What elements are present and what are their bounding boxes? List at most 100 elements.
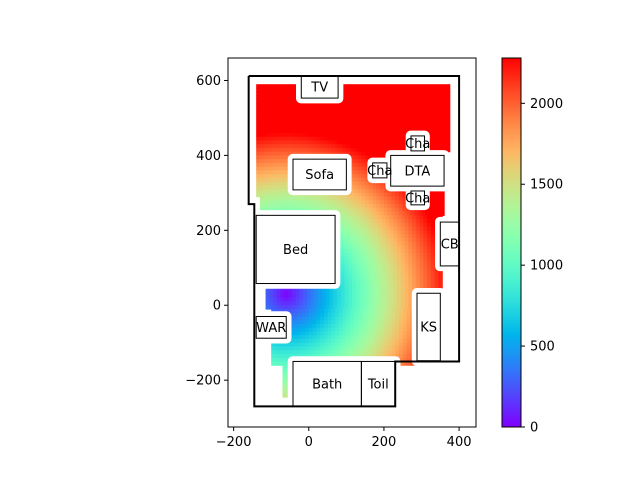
heat-cell	[340, 237, 346, 243]
heat-cell	[286, 91, 291, 97]
heat-cell	[382, 215, 387, 220]
furniture-tv-label: TV	[310, 81, 328, 96]
heat-cell	[284, 305, 289, 310]
heat-cell	[353, 102, 359, 108]
heat-cell	[385, 260, 391, 265]
heat-cell	[282, 87, 287, 93]
heat-cell	[359, 271, 364, 276]
heat-cell	[447, 87, 451, 93]
heat-cell	[367, 245, 372, 250]
heat-cell	[323, 140, 329, 145]
heat-cell	[297, 121, 302, 127]
heat-cell	[274, 144, 280, 149]
heat-cell	[378, 294, 383, 299]
heat-cell	[286, 132, 291, 138]
heat-cell	[353, 350, 359, 355]
heat-cell	[288, 294, 293, 299]
heat-cell	[363, 226, 368, 231]
heat-cell	[414, 117, 419, 123]
heat-cell	[338, 350, 344, 355]
heat-cell	[290, 84, 295, 89]
heat-cell	[382, 241, 387, 246]
heat-cell	[278, 125, 284, 130]
heat-cell	[271, 353, 276, 359]
heat-cell	[293, 312, 299, 318]
heat-cell	[397, 294, 402, 299]
heat-cell	[259, 162, 265, 168]
heat-cell	[368, 110, 374, 115]
heat-cell	[372, 102, 378, 108]
heat-cell	[327, 136, 332, 142]
heat-cell	[408, 282, 413, 288]
heat-cell	[286, 342, 291, 348]
heat-cell	[271, 196, 276, 201]
heat-cell	[385, 215, 391, 220]
heat-cell	[271, 346, 276, 351]
heat-cell	[303, 301, 308, 306]
heat-cell	[398, 110, 404, 115]
heat-cell	[346, 192, 351, 198]
heat-cell	[368, 144, 374, 149]
heat-cell	[352, 219, 357, 224]
heat-cell	[425, 114, 430, 119]
heat-cell	[263, 125, 269, 130]
heat-cell	[374, 290, 379, 295]
heat-cell	[263, 204, 269, 209]
heat-cell	[256, 177, 261, 183]
heat-cell	[357, 312, 362, 318]
heat-cell	[406, 320, 411, 325]
heat-cell	[370, 294, 376, 299]
heat-cell	[361, 335, 366, 340]
heat-cell	[282, 91, 287, 97]
heat-cell	[340, 222, 346, 228]
heat-cell	[350, 87, 355, 93]
heat-cell	[267, 129, 272, 134]
heat-cell	[318, 305, 323, 310]
heat-cell	[427, 222, 432, 228]
heat-cell	[406, 361, 411, 366]
heat-cell	[361, 91, 366, 97]
heat-cell	[357, 95, 362, 100]
heat-cell	[353, 117, 359, 123]
heat-cell	[372, 114, 378, 119]
heat-cell	[389, 256, 394, 261]
heat-cell	[342, 308, 347, 314]
heat-cell	[293, 316, 299, 321]
heat-cell	[267, 207, 272, 213]
colorbar-tick-label: 500	[530, 340, 555, 355]
heat-cell	[271, 308, 276, 314]
heat-cell	[372, 121, 378, 127]
furniture-cha-label: Cha	[405, 191, 430, 206]
heat-cell	[357, 140, 362, 145]
heat-cell	[312, 125, 317, 130]
heat-cell	[314, 290, 319, 295]
heat-cell	[293, 110, 299, 115]
heat-cell	[432, 211, 438, 216]
heat-cell	[400, 245, 406, 250]
heat-cell	[355, 290, 361, 295]
heat-cell	[301, 200, 306, 205]
heat-cell	[412, 222, 417, 228]
heat-cell	[297, 353, 302, 359]
heat-cell	[429, 129, 434, 134]
heat-cell	[274, 170, 280, 175]
heat-cell	[267, 114, 272, 119]
heat-cell	[320, 346, 325, 351]
heat-cell	[372, 320, 378, 325]
heat-cell	[312, 350, 317, 355]
heat-cell	[342, 110, 347, 115]
heat-cell	[282, 207, 287, 213]
heat-cell	[440, 192, 445, 198]
heat-cell	[290, 151, 295, 157]
heat-cell	[348, 252, 353, 258]
heat-cell	[414, 211, 419, 216]
heat-cell	[278, 207, 284, 213]
heat-cell	[290, 308, 295, 314]
heat-cell	[282, 395, 287, 398]
heat-cell	[376, 312, 381, 318]
heat-cell	[438, 271, 443, 276]
heat-cell	[348, 219, 353, 224]
heat-cell	[376, 110, 381, 115]
heat-cell	[346, 87, 351, 93]
heat-cell	[432, 136, 438, 142]
